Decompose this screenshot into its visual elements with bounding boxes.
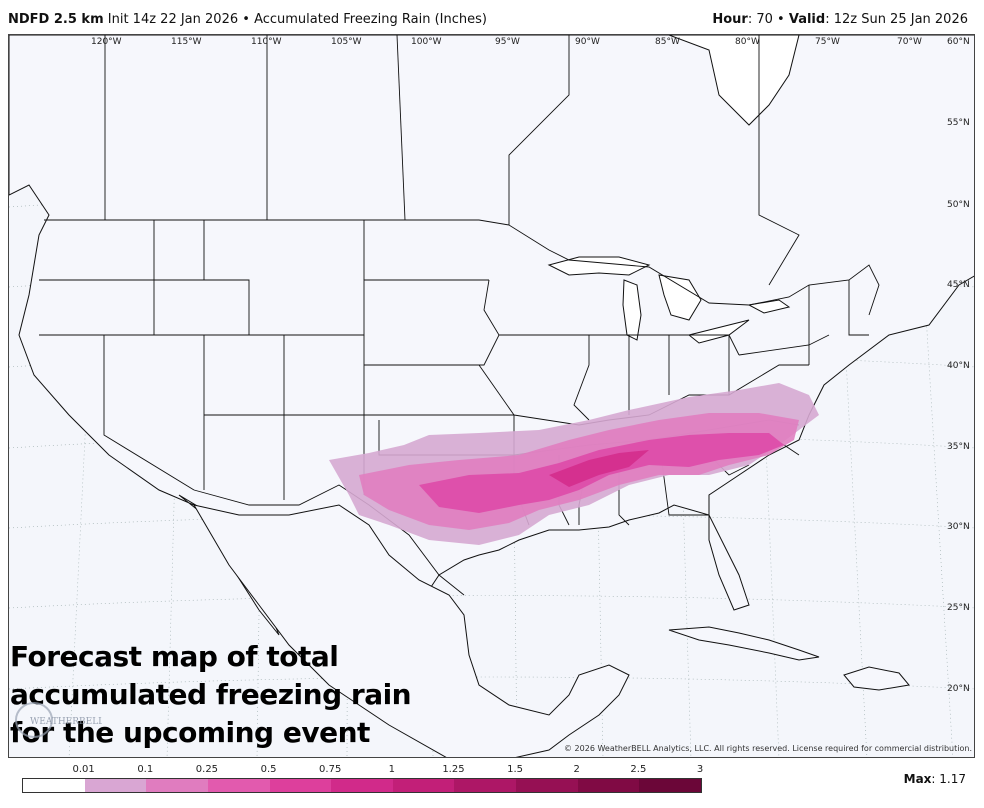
legend-tick-label: 0.5 [260, 764, 277, 775]
lake-michigan [622, 279, 642, 341]
caption-line-3: for the upcoming event [10, 716, 370, 749]
us-canada-border [44, 219, 880, 316]
valid-label: Valid [788, 12, 826, 27]
legend-tick-label: 0.1 [137, 764, 154, 775]
legend-swatch [146, 779, 208, 792]
separator-2: • [777, 12, 785, 27]
legend-swatch [207, 779, 270, 792]
legend-swatch [516, 779, 578, 792]
legend-tick-label: 0.25 [195, 764, 219, 775]
map-header: NDFD 2.5 km Init 14z 22 Jan 2026 • Accum… [0, 0, 984, 34]
map-frame: 120°W 115°W 110°W 105°W 100°W 95°W 90°W … [8, 34, 975, 758]
legend-swatch [454, 779, 517, 792]
lat-label: 25°N [947, 603, 970, 613]
legend-tick-label: 0.75 [319, 764, 342, 775]
legend-swatch [639, 779, 702, 792]
legend-tick-label: 1 [388, 764, 395, 775]
mexico-outline [192, 504, 630, 757]
lat-label: 30°N [947, 522, 970, 532]
max-value: Max: 1.17 [904, 772, 966, 786]
legend-swatch [84, 779, 147, 792]
lat-label: 55°N [947, 118, 970, 128]
lon-label: 80°W [735, 37, 760, 47]
legend-bar [22, 778, 702, 793]
lake-superior [547, 256, 651, 276]
lake-erie [687, 319, 750, 344]
legend-swatch [392, 779, 455, 792]
coastlines [9, 35, 974, 757]
legend-swatch [331, 779, 393, 792]
lon-label: 90°W [575, 37, 600, 47]
header-left: NDFD 2.5 km Init 14z 22 Jan 2026 • Accum… [8, 12, 487, 27]
lon-label: 85°W [655, 37, 680, 47]
separator: • [242, 12, 250, 27]
water-bodies [547, 35, 800, 344]
longitude-labels: 120°W 115°W 110°W 105°W 100°W 95°W 90°W … [91, 37, 922, 47]
latitude-labels: 60°N 55°N 50°N 45°N 40°N 35°N 30°N 25°N … [947, 37, 970, 694]
logo-text: WEATHERBELL [30, 717, 102, 727]
lake-huron [658, 274, 702, 321]
north-america-outline [9, 35, 974, 636]
color-legend: 0.01 0.1 0.25 0.5 0.75 1 1.25 1.5 2 2.5 3 [22, 762, 704, 796]
lat-label: 35°N [947, 442, 970, 452]
legend-tick-label: 1.5 [507, 764, 524, 775]
legend-tick-label: 0.01 [72, 764, 95, 775]
lat-label: 50°N [947, 200, 970, 210]
legend-swatch [23, 779, 85, 792]
lon-label: 100°W [411, 37, 442, 47]
header-right: Hour: 70 • Valid: 12z Sun 25 Jan 2026 [712, 12, 968, 27]
lon-label: 95°W [495, 37, 520, 47]
lon-label: 70°W [897, 37, 922, 47]
lon-label: 105°W [331, 37, 362, 47]
copyright-notice: © 2026 WeatherBELL Analytics, LLC. All r… [564, 744, 972, 753]
caption-line-1: Forecast map of total [10, 640, 339, 673]
caption-line-2: accumulated freezing rain [10, 678, 412, 711]
hour-label: Hour [712, 12, 748, 27]
weather-map: 120°W 115°W 110°W 105°W 100°W 95°W 90°W … [9, 35, 974, 757]
map-caption: Forecast map of total accumulated freezi… [10, 638, 430, 752]
hour-value: : 70 [747, 12, 773, 27]
legend-swatch [577, 779, 640, 792]
lat-label: 45°N [947, 280, 970, 290]
product-name: Accumulated Freezing Rain (Inches) [254, 12, 487, 27]
lat-label: 40°N [947, 361, 970, 371]
legend-tick-label: 1.25 [442, 764, 465, 775]
lat-label: 60°N [947, 37, 970, 47]
freezing-rain-shading [329, 383, 819, 545]
lon-label: 75°W [815, 37, 840, 47]
lon-label: 110°W [251, 37, 282, 47]
cuba-outline [668, 626, 820, 661]
legend-tick-label: 2 [573, 764, 580, 775]
legend-tick-label: 3 [696, 764, 704, 775]
valid-value: : 12z Sun 25 Jan 2026 [825, 12, 968, 27]
legend-tick-label: 2.5 [630, 764, 647, 775]
lake-ontario [747, 299, 791, 314]
init-time: Init 14z 22 Jan 2026 [107, 12, 239, 27]
max-number: : 1.17 [931, 772, 966, 786]
lon-label: 120°W [91, 37, 122, 47]
max-label: Max [903, 772, 932, 786]
legend-swatch [269, 779, 332, 792]
accumulation-peak [549, 450, 649, 487]
hispaniola-outline [843, 666, 910, 691]
weatherbell-logo: WEATHERBELL [15, 702, 102, 738]
lon-label: 115°W [171, 37, 202, 47]
lat-label: 20°N [947, 684, 970, 694]
model-name: NDFD 2.5 km [8, 12, 104, 27]
